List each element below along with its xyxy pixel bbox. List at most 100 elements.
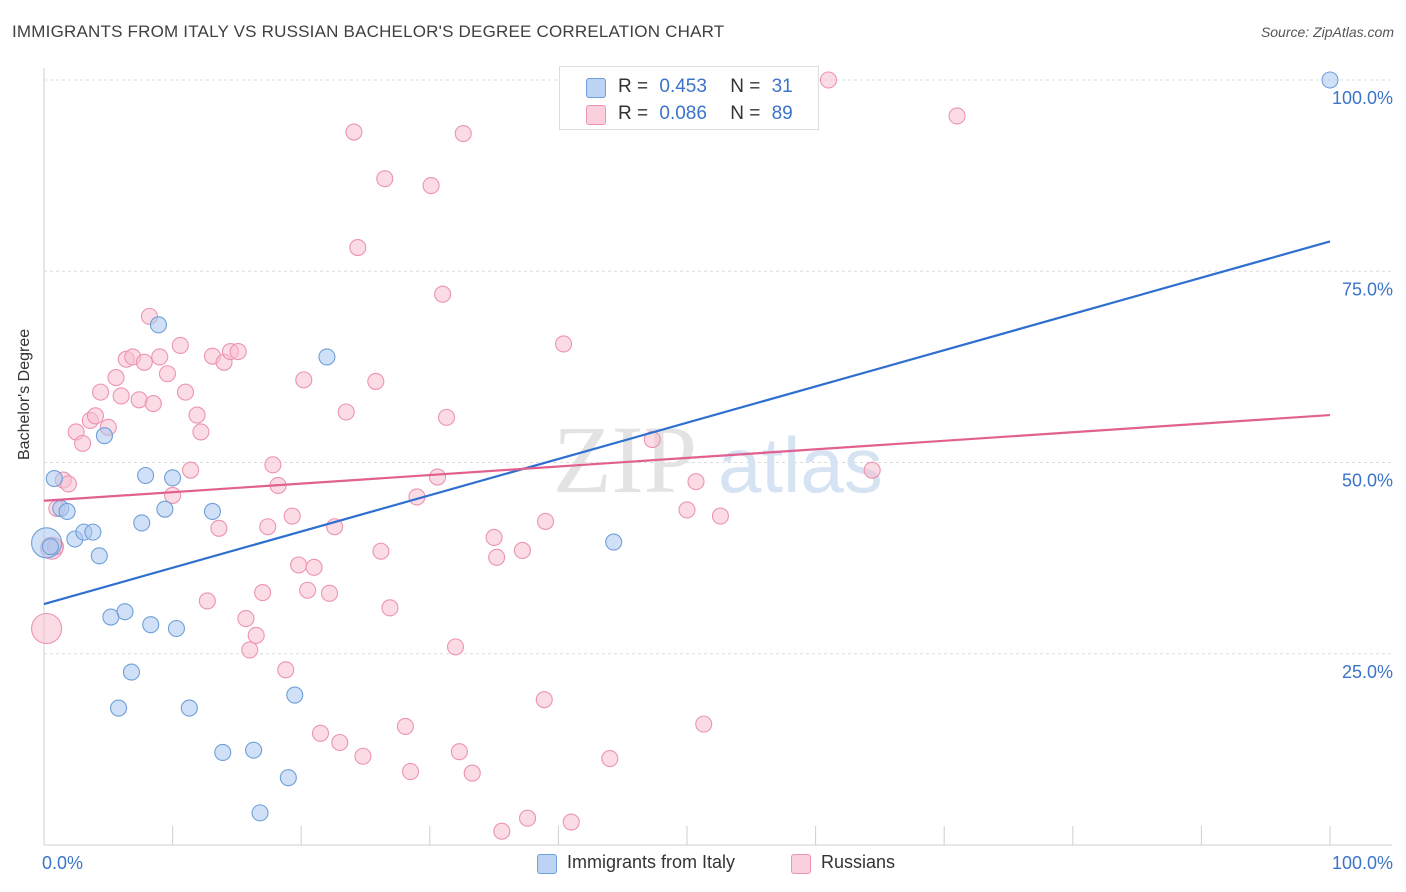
russians-point bbox=[283, 507, 301, 525]
axes bbox=[43, 68, 1392, 846]
x-tick-label: 100.0% bbox=[1332, 853, 1393, 873]
italy-point bbox=[45, 470, 63, 488]
legend-r-label: R = bbox=[618, 103, 649, 124]
russians-point bbox=[518, 809, 537, 827]
russians-point bbox=[485, 528, 503, 547]
russians-point bbox=[151, 348, 169, 366]
italy-point bbox=[167, 619, 186, 638]
russians-point bbox=[144, 395, 162, 413]
russians-point bbox=[434, 285, 452, 303]
bottom-legend-swatch-blue bbox=[537, 854, 557, 874]
russians-point bbox=[331, 733, 349, 752]
russians-point bbox=[320, 584, 339, 602]
russians-point bbox=[711, 507, 729, 525]
russians-point bbox=[493, 822, 511, 840]
russians-point bbox=[454, 125, 472, 143]
russians-point bbox=[819, 71, 838, 89]
russians-point bbox=[107, 369, 125, 387]
russians-point bbox=[237, 610, 255, 628]
russians-point bbox=[372, 542, 390, 560]
italy-point bbox=[164, 469, 182, 487]
russians-point bbox=[401, 763, 420, 781]
italy-point bbox=[251, 804, 269, 822]
legend-n-label: N = bbox=[730, 76, 761, 97]
russians-point bbox=[450, 743, 468, 761]
russians-point bbox=[295, 371, 313, 389]
russians-point bbox=[264, 456, 282, 474]
russians-point bbox=[863, 461, 881, 479]
italy-point bbox=[137, 466, 155, 485]
russians-point bbox=[601, 750, 619, 768]
italy-point bbox=[116, 603, 134, 621]
italy-point bbox=[95, 427, 113, 445]
legend-n-pink: 89 bbox=[771, 103, 793, 124]
russians-point bbox=[536, 512, 555, 530]
italy-point bbox=[180, 699, 198, 717]
russians-point bbox=[176, 383, 195, 401]
russians-point bbox=[254, 583, 272, 602]
bottom-legend-label-blue: Immigrants from Italy bbox=[567, 852, 736, 872]
russians-point bbox=[367, 372, 385, 390]
stats-legend: R = 0.453 N = 31 R = 0.086 N = 89 bbox=[559, 66, 819, 130]
italy-point bbox=[203, 502, 222, 521]
russians-point bbox=[182, 461, 200, 479]
y-tick-label: 100.0% bbox=[1332, 88, 1393, 108]
italy-points bbox=[31, 71, 1339, 822]
italy-point bbox=[110, 699, 128, 717]
russians-point bbox=[277, 661, 295, 679]
legend-r-label: R = bbox=[618, 76, 649, 97]
russians-point bbox=[171, 336, 189, 355]
legend-n-blue: 31 bbox=[771, 76, 793, 97]
russians-point bbox=[210, 519, 228, 537]
bottom-legend-swatch-pink bbox=[791, 854, 811, 874]
russians-point bbox=[241, 641, 259, 659]
y-tick-label: 25.0% bbox=[1342, 662, 1393, 682]
russians-point bbox=[345, 123, 363, 141]
russians-point bbox=[305, 558, 323, 576]
russians-point bbox=[535, 691, 553, 709]
italy-point bbox=[605, 533, 623, 551]
russians-point bbox=[463, 764, 481, 782]
italy-point bbox=[245, 741, 263, 759]
russians-point bbox=[229, 343, 247, 361]
russians-point bbox=[135, 353, 153, 371]
russians-point bbox=[948, 107, 966, 125]
italy-point bbox=[1321, 71, 1339, 89]
italy-point bbox=[90, 547, 108, 565]
x-tick-label: 0.0% bbox=[42, 853, 83, 873]
italy-point bbox=[142, 616, 160, 634]
russians-point bbox=[678, 501, 696, 519]
russians-point bbox=[31, 612, 63, 645]
italy-point bbox=[214, 743, 232, 761]
russians-point bbox=[188, 406, 206, 424]
chart-title: IMMIGRANTS FROM ITALY VS RUSSIAN BACHELO… bbox=[12, 22, 725, 41]
russians-point bbox=[290, 556, 308, 574]
italy-point bbox=[149, 316, 168, 334]
watermark: ZIP atlas bbox=[553, 406, 883, 513]
legend-swatch-blue bbox=[586, 78, 606, 98]
russians-points bbox=[31, 71, 966, 840]
russians-point bbox=[74, 434, 92, 452]
x-tick-labels: 0.0% 100.0% bbox=[42, 853, 1393, 873]
russians-point bbox=[396, 717, 414, 735]
italy-point bbox=[279, 769, 297, 787]
russians-point bbox=[130, 391, 148, 409]
watermark-atlas: atlas bbox=[718, 421, 883, 509]
russians-point bbox=[92, 383, 110, 401]
russians-point bbox=[554, 335, 573, 353]
russians-point bbox=[376, 170, 394, 188]
source-credit: Source: ZipAtlas.com bbox=[1260, 24, 1394, 40]
legend-n-label: N = bbox=[730, 103, 761, 124]
y-tick-label: 75.0% bbox=[1342, 279, 1393, 299]
russians-point bbox=[687, 473, 705, 491]
italy-trend-line bbox=[43, 240, 1331, 606]
russians-point bbox=[112, 387, 130, 405]
russians-point bbox=[259, 518, 277, 536]
italy-point bbox=[122, 663, 140, 681]
y-tick-labels: 25.0% 50.0% 75.0% 100.0% bbox=[1332, 88, 1393, 682]
russians-point bbox=[311, 724, 330, 742]
italy-point bbox=[156, 500, 174, 518]
russians-point bbox=[446, 638, 465, 656]
russians-point bbox=[354, 747, 372, 765]
italy-point bbox=[318, 348, 336, 366]
